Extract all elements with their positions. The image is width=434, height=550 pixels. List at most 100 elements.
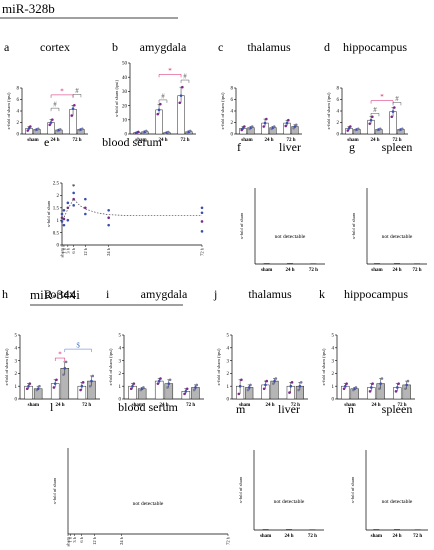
data-point [405, 383, 408, 387]
data-point [195, 383, 199, 387]
panel-a: a cortex x-fold of sham (ipsi) 0 2 4 6 8 sham 24 … [4, 40, 88, 143]
significance-symbol: * [72, 183, 76, 191]
data-point [156, 382, 160, 385]
y-tick-label: 2.5 [53, 182, 60, 187]
serum-point [107, 208, 110, 212]
data-point [298, 384, 302, 388]
data-point [178, 101, 182, 105]
data-point [51, 118, 54, 121]
not-detectable-note: not detectable [133, 501, 164, 507]
y-axis-label: x-fold of sham [351, 212, 356, 239]
not-detectable-note: not detectable [275, 234, 306, 240]
serum-point [200, 230, 204, 233]
panel-j: j thalamus x-fold of sham (ipsi) 0 1 2 3 4 5 sham… [213, 287, 308, 408]
y-tick-label: 4 [15, 347, 18, 352]
data-point [159, 102, 162, 106]
y-tick-label: 6 [231, 98, 234, 103]
panel-letter: f [237, 140, 241, 154]
data-point [185, 387, 189, 391]
y-tick-label: 3 [15, 359, 18, 364]
data-point [371, 382, 374, 385]
y-tick-label: 1 [57, 219, 60, 224]
y-axis-label: x-fold of sham (ipsi) [216, 348, 221, 386]
data-point [129, 387, 133, 391]
x-tick-label: sham [260, 534, 272, 539]
not-detectable-note: not detectable [382, 234, 413, 240]
serum-point [84, 197, 87, 201]
y-tick-label: 1 [119, 385, 122, 390]
data-point [393, 106, 396, 109]
data-point [299, 381, 303, 384]
panel-title: hippocampus [343, 40, 407, 54]
x-tick-label: sham [371, 534, 383, 539]
y-tick-label: 2 [119, 372, 122, 377]
data-point [49, 121, 53, 124]
x-tick-label: 6 h [79, 536, 84, 542]
x-tick-label: 72 h [200, 247, 205, 256]
x-tick-label: 24 h [370, 138, 379, 143]
data-point [167, 382, 171, 385]
y-axis-label: x-fold of sham (ipsi) [114, 79, 119, 117]
bar-24h-s1 [270, 380, 279, 400]
serum-point [72, 204, 75, 207]
y-tick-label: 50 [122, 62, 128, 67]
data-point [131, 384, 134, 388]
data-point [290, 381, 294, 384]
x-tick-label: 24 h [264, 138, 273, 143]
significance-bracket [158, 74, 182, 78]
significance-bracket [54, 357, 66, 362]
data-point [52, 386, 56, 389]
significance-symbol: # [53, 101, 57, 109]
significance-symbol: * [380, 93, 384, 101]
panel-h: h cortex x-fold of sham (ipsi) 0 1 2 3 4 5 sham 24… [2, 287, 100, 408]
significance-bracket [64, 348, 92, 353]
data-point [264, 383, 267, 387]
y-tick-label: 20 [122, 104, 128, 109]
x-tick-label: 12 h [92, 536, 97, 545]
data-point [91, 374, 95, 378]
section-title: miR-344i [30, 287, 80, 302]
data-point [36, 387, 40, 391]
serum-point [200, 220, 204, 223]
data-point [36, 127, 40, 131]
x-tick-label: 24 h [159, 403, 168, 408]
x-tick-label: sham [28, 403, 40, 408]
y-tick-label: 0.5 [53, 231, 60, 236]
y-tick-label: 0 [57, 244, 60, 249]
serum-point [107, 216, 110, 220]
data-point [371, 115, 374, 119]
significance-symbol: * [60, 87, 64, 95]
data-point [62, 373, 65, 376]
data-point [289, 384, 293, 388]
x-tick-label: 72 h [286, 138, 295, 143]
y-tick-label: 0 [119, 398, 122, 403]
y-tick-label: 2 [231, 121, 234, 126]
y-axis-label: x-fold of sham (ipsi) [321, 348, 326, 386]
data-point [274, 377, 278, 380]
y-axis-label: x-fold of sham (ipsi) [326, 92, 331, 130]
y-axis-label: x-fold of sham [46, 200, 51, 227]
y-axis-label: x-fold of sham (ipsi) [4, 348, 9, 386]
serum-point [62, 223, 66, 227]
section-header-miR-344i: miR-344i [30, 287, 183, 306]
data-point [369, 118, 373, 122]
panel-letter: g [349, 140, 355, 154]
data-point [25, 387, 29, 391]
y-tick-label: 1 [332, 385, 335, 390]
data-point [181, 85, 184, 89]
y-tick-label: 4 [337, 110, 340, 115]
data-point [297, 388, 300, 392]
data-point [79, 388, 82, 392]
section-title: miR-328b [2, 1, 55, 16]
data-point [247, 386, 251, 389]
data-point [240, 378, 243, 382]
panel-m: m liver x-fold of sham sham 24 h 72 h not dete… [236, 402, 324, 539]
panel-title: amygdala [141, 287, 188, 301]
panel-title: blood serum [102, 135, 162, 149]
significance-symbol: $ [76, 342, 80, 350]
data-point [249, 383, 252, 387]
panel-n: n spleen x-fold of sham sham 24 h 72 h not det… [348, 402, 428, 539]
panel-b: b amygdala x-fold of sham (ipsi) 0 10 20 30 40 5… [112, 40, 196, 143]
y-tick-label: 4 [119, 347, 122, 352]
